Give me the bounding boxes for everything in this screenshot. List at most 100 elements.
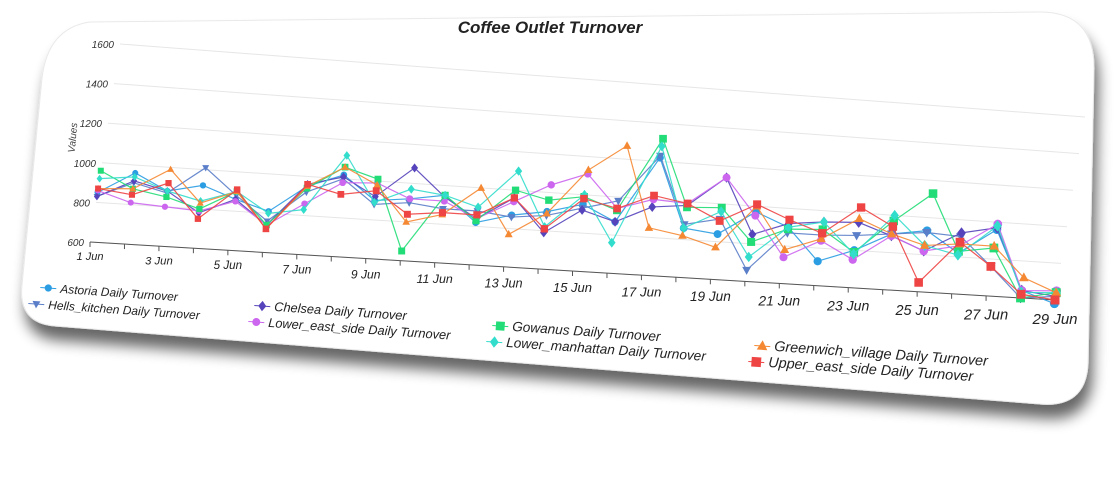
data-point (340, 172, 347, 182)
data-point (957, 227, 966, 239)
data-point (711, 242, 720, 251)
data-point (473, 211, 481, 219)
x-tick-label: 3 Jun (145, 256, 173, 268)
data-point (887, 228, 897, 238)
data-point (584, 165, 593, 174)
x-tick-label: 1 Jun (77, 251, 104, 263)
data-point (438, 209, 446, 217)
data-point (343, 151, 351, 160)
data-point (370, 197, 378, 207)
y-tick-label: 1400 (86, 80, 109, 91)
data-point (578, 205, 586, 215)
plot-area: 600 800 1000 1200 1400 1600 1 Jun 3 Jun 5 Jun 7 J… (67, 40, 1086, 328)
data-point (542, 209, 551, 217)
y-tick-label: 1000 (74, 159, 97, 170)
data-point (504, 229, 513, 238)
data-point (650, 191, 658, 200)
data-point (95, 185, 102, 192)
data-point (407, 184, 415, 194)
data-point (922, 229, 932, 238)
data-point (744, 251, 753, 263)
data-point (751, 211, 760, 220)
x-tick-label: 27 Jun (963, 307, 1008, 323)
data-point (819, 216, 829, 228)
data-point (914, 278, 923, 287)
data-point (128, 191, 136, 198)
data-point (398, 247, 406, 255)
x-tick-label: 29 Jun (1031, 311, 1077, 328)
data-point (813, 257, 822, 266)
data-point (233, 186, 241, 193)
x-tick-label: 23 Jun (826, 297, 869, 313)
data-point (659, 134, 667, 143)
data-point (167, 165, 175, 172)
data-point (300, 205, 308, 214)
data-point (748, 229, 757, 240)
data-point (301, 200, 308, 208)
data-point (849, 248, 858, 260)
data-point (856, 203, 866, 212)
data-point (722, 173, 731, 182)
data-point (955, 237, 965, 247)
data-point (97, 167, 104, 174)
data-point (402, 217, 411, 225)
legend-marker (32, 300, 41, 309)
data-point (411, 163, 419, 173)
data-point (644, 223, 654, 231)
x-tick-label: 7 Jun (282, 263, 311, 277)
data-point (165, 180, 172, 187)
data-point (163, 193, 170, 201)
chart-card (21, 11, 1095, 405)
data-point (406, 195, 414, 203)
x-tick-label: 9 Jun (351, 267, 381, 281)
data-point (622, 141, 632, 149)
x-tick-label: 19 Jun (690, 289, 731, 304)
data-point (683, 199, 692, 208)
y-axis-label: Values (67, 122, 81, 153)
data-point (656, 152, 665, 161)
data-point (613, 204, 621, 213)
x-tick-label: 17 Jun (621, 285, 661, 300)
data-point (510, 194, 519, 202)
data-point (304, 180, 311, 188)
data-point (986, 262, 996, 271)
data-point (196, 205, 203, 213)
legend-marker (258, 300, 267, 312)
data-point (648, 201, 657, 212)
data-point (816, 233, 826, 243)
data-point (371, 192, 379, 202)
data-point (614, 197, 623, 206)
data-point (854, 213, 864, 223)
data-point (265, 209, 272, 218)
data-point (678, 230, 687, 239)
data-point (199, 182, 207, 189)
data-point (1018, 272, 1029, 282)
data-point (96, 174, 103, 183)
data-point (194, 215, 202, 222)
data-point (993, 220, 1002, 232)
x-tick-label: 15 Jun (553, 280, 592, 295)
data-point (131, 172, 138, 181)
data-point (262, 225, 270, 233)
data-point (607, 237, 616, 248)
data-point (477, 183, 486, 191)
data-point (611, 216, 619, 227)
legend-marker (495, 321, 505, 331)
data-point (540, 225, 549, 233)
data-point (372, 187, 380, 195)
x-tick-label: 25 Jun (895, 303, 939, 319)
data-point (785, 215, 794, 224)
data-point (129, 185, 137, 192)
data-point (747, 237, 756, 246)
data-point (713, 230, 722, 239)
data-point (717, 206, 726, 217)
data-point (753, 200, 762, 209)
y-tick-label: 800 (73, 198, 90, 209)
data-point (263, 221, 270, 229)
data-point (784, 221, 793, 233)
y-tick-label: 600 (67, 238, 84, 249)
data-point (580, 194, 588, 203)
data-point (1051, 287, 1062, 297)
x-tick-label: 21 Jun (757, 293, 800, 309)
